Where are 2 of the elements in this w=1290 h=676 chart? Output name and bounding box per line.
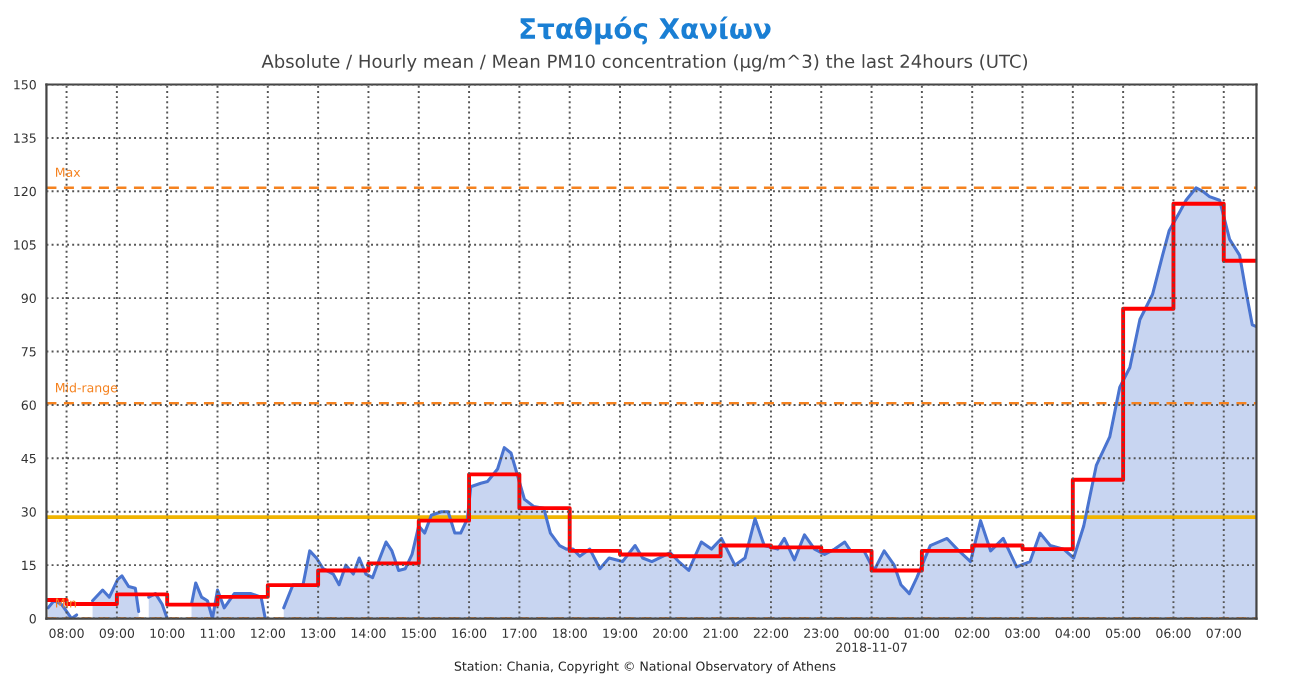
chart-title: Σταθμός Χανίων [520, 16, 771, 45]
chart-subtitle: Absolute / Hourly mean / Mean PM10 concentration (µg/m^3) the last 24hours (UTC) [261, 54, 1028, 72]
